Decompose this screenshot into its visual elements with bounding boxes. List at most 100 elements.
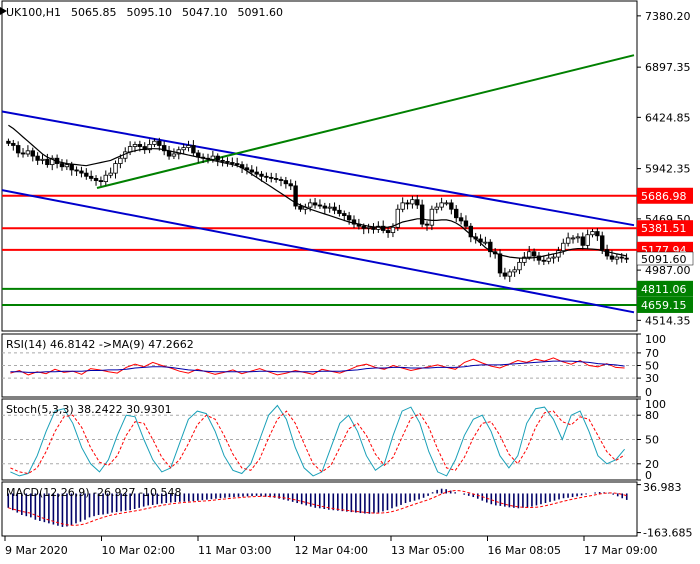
stoch-header: Stoch(5,3,3) 38.2422 30.9301 [6, 403, 172, 416]
rsi-header: RSI(14) 46.8142 ->MA(9) 47.2662 [6, 338, 194, 351]
panel-frame-price [1, 0, 638, 332]
stoch-plot-area [2, 404, 637, 477]
candle-body [541, 259, 547, 262]
candle-body [531, 251, 537, 257]
candle-body [366, 226, 371, 229]
candle-body [259, 173, 264, 177]
x-axis-label: 11 Mar 03:00 [198, 544, 271, 557]
candle-body [449, 202, 454, 210]
price-tick-label: 6424.85 [645, 111, 691, 124]
candle-body [580, 236, 585, 246]
level-tag [637, 280, 693, 297]
stoch-tick-label: 20 [645, 458, 659, 471]
candle-body [50, 157, 55, 166]
current-price-tag [636, 251, 694, 266]
ohlc-value: 5095.10 [127, 6, 173, 19]
candle-body [595, 231, 600, 237]
candle-body [614, 256, 620, 260]
macd-plot-area [7, 488, 628, 527]
candle-body [546, 257, 551, 262]
price-plot-area [2, 54, 637, 314]
candle-body [395, 208, 401, 228]
candle-body [161, 145, 167, 152]
candle-body [454, 208, 459, 219]
dropdown-triangle-shape [0, 7, 7, 15]
candle-body [604, 249, 610, 257]
macd-tick-label: -163.685 [643, 527, 692, 540]
stoch-tick-label: 100 [645, 398, 666, 411]
candle-body [517, 261, 522, 271]
x-axis-label: 17 Mar 09:00 [584, 544, 657, 557]
price-tick-label: 7380.20 [645, 10, 691, 23]
price-header: UK100,H1 5065.85 5095.10 5047.10 5091.60 [6, 6, 283, 19]
candle-body [45, 158, 50, 166]
candle-body [15, 145, 21, 154]
candle-body [191, 145, 196, 154]
x-axis-label: 9 Mar 2020 [5, 544, 68, 557]
candle-body [551, 256, 556, 259]
candle-body [220, 159, 225, 162]
candle-body [565, 237, 571, 244]
ohlc-value: 5091.60 [238, 6, 284, 19]
candle-body [561, 242, 566, 252]
candle-body [424, 223, 430, 226]
candle-body [405, 202, 410, 205]
symbol-label: UK100,H1 [6, 6, 61, 19]
trendline-channel-lower [2, 189, 635, 314]
rsi-tick-label: 50 [645, 360, 659, 373]
candle-body [215, 155, 220, 161]
candle-body [371, 226, 376, 230]
candle-body [225, 161, 230, 163]
candle-body [497, 253, 503, 274]
candle-body [210, 155, 216, 160]
candle-body [118, 157, 123, 164]
macd-header: MACD(12,26,9) -26.927 -10.548 [6, 486, 181, 499]
x-axis-label: 16 Mar 08:05 [488, 544, 561, 557]
candle-body [570, 237, 576, 240]
x-axis-label: 10 Mar 02:00 [102, 544, 175, 557]
candle-body [103, 174, 108, 183]
candle-body [147, 144, 152, 151]
level-tag-label: 5686.98 [641, 190, 687, 203]
candle-body [288, 183, 293, 187]
level-tag [637, 296, 693, 313]
candle-body [181, 147, 186, 151]
candle-body [88, 175, 94, 179]
rsi-series-line [10, 360, 625, 373]
candle-body [590, 231, 595, 236]
candle-body [317, 204, 323, 207]
candle-body [6, 140, 11, 144]
candle-body [415, 199, 420, 206]
candle-body [478, 238, 483, 243]
level-tag [637, 220, 693, 237]
candle-body [20, 152, 26, 155]
price-tick-label: 6897.35 [645, 61, 691, 74]
candle-body [381, 225, 386, 231]
candle-body [176, 149, 181, 155]
candle-body [264, 175, 269, 178]
rsi-plot-area [2, 352, 637, 379]
candle-body [186, 145, 191, 149]
candle-body [108, 172, 113, 176]
moving-average-line [8, 124, 627, 259]
candle-body [171, 153, 177, 157]
candle-body [410, 199, 415, 205]
rsi-tick-label: 0 [645, 386, 652, 399]
candle-body [483, 241, 488, 244]
price-tick-label: 4987.00 [645, 264, 691, 277]
candle-body [434, 206, 439, 210]
candle-body [293, 185, 298, 207]
stoch-tick-label: 50 [645, 434, 659, 447]
level-tag-label: 4811.06 [641, 283, 687, 296]
ohlc-value: 5065.85 [71, 6, 117, 19]
candle-body [361, 225, 366, 229]
current-price-label: 5091.60 [641, 253, 687, 266]
candle-body [132, 144, 138, 147]
candle-body [269, 176, 274, 179]
candle-body [244, 167, 250, 171]
candle-body [536, 255, 542, 261]
candle-body [327, 206, 332, 209]
candle-body [463, 220, 469, 227]
candle-body [283, 180, 289, 185]
candle-body [444, 202, 449, 205]
